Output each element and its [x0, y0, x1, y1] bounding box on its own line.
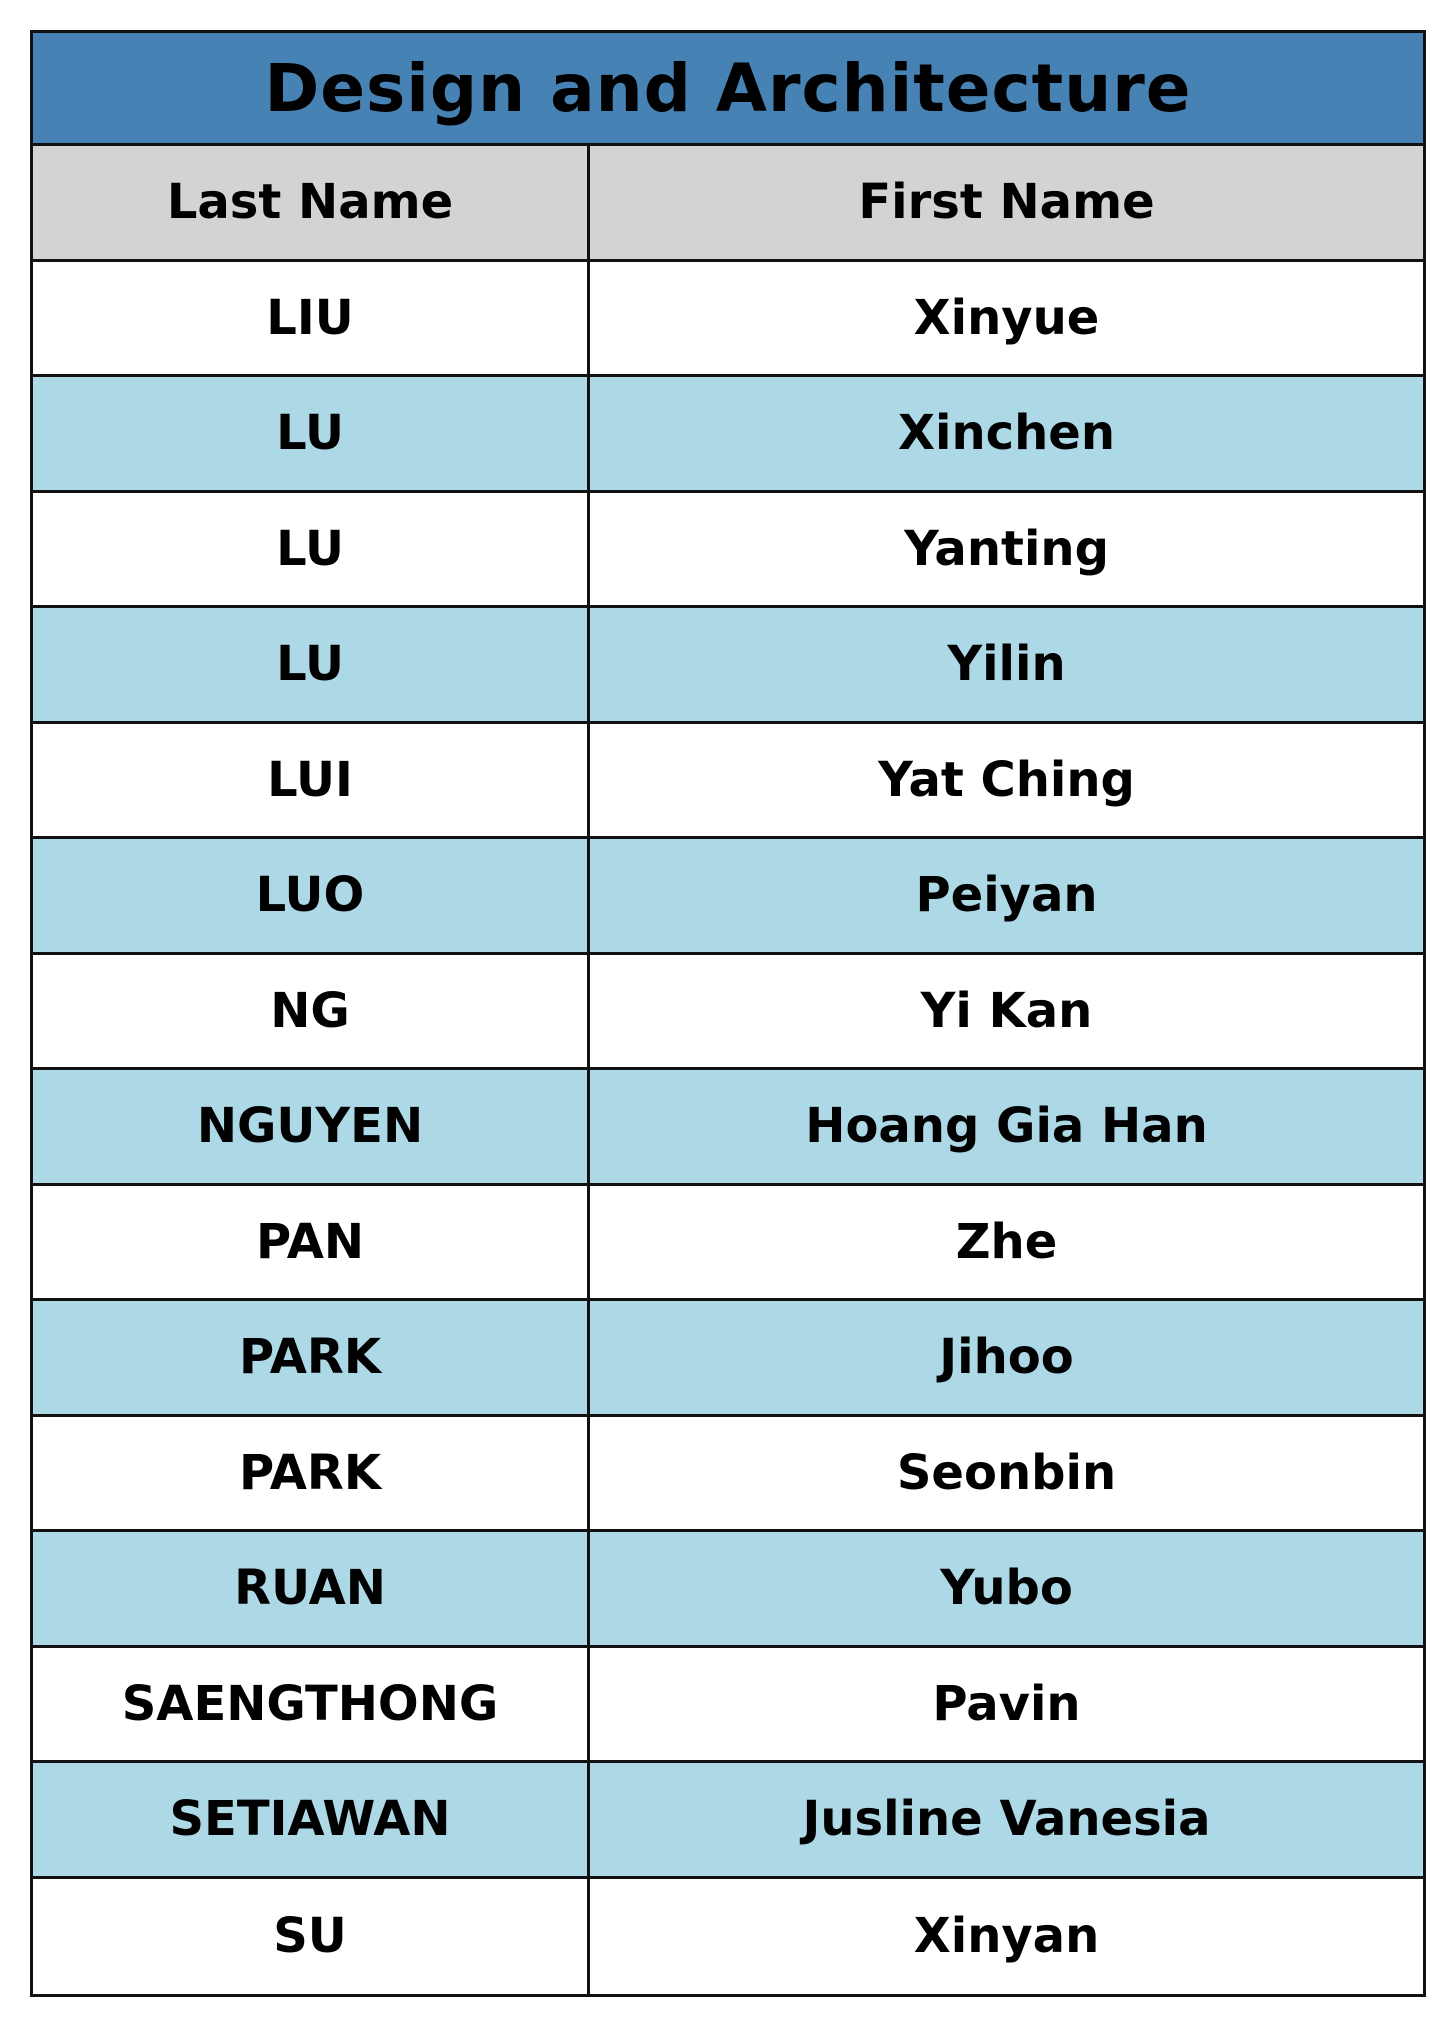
first-name-cell: Jusline Vanesia: [802, 1791, 1211, 1848]
first-name-cell: Yanting: [904, 520, 1109, 577]
first-name-cell: Pavin: [932, 1675, 1081, 1732]
table-row: PAN Zhe: [33, 1185, 1423, 1301]
table-row: NGUYEN Hoang Gia Han: [33, 1070, 1423, 1186]
header-last-name: Last Name: [33, 146, 590, 259]
table-row: RUAN Yubo: [33, 1532, 1423, 1648]
last-name-cell: PARK: [33, 1416, 590, 1529]
last-name-cell: SETIAWAN: [33, 1763, 590, 1876]
last-name-cell: NG: [33, 954, 590, 1067]
table-row: LUI Yat Ching: [33, 723, 1423, 839]
table-row: SETIAWAN Jusline Vanesia: [33, 1763, 1423, 1879]
first-name-cell: Yat Ching: [878, 751, 1135, 808]
last-name-cell: NGUYEN: [33, 1070, 590, 1183]
table-row: LU Xinchen: [33, 377, 1423, 493]
first-name-cell: Jihoo: [939, 1329, 1074, 1386]
table-row: LUO Peiyan: [33, 839, 1423, 955]
last-name-cell: LU: [33, 377, 590, 490]
first-name-cell: Peiyan: [915, 867, 1098, 924]
table-row: LU Yanting: [33, 492, 1423, 608]
table-body: LIU Xinyue LU Xinchen LU Yanting LU Yilin LUI Yat…: [33, 261, 1423, 1994]
first-name-cell: Yi Kan: [920, 982, 1093, 1039]
first-name-cell: Xinyue: [913, 289, 1100, 346]
last-name-cell: PAN: [33, 1185, 590, 1298]
last-name-cell: SAENGTHONG: [33, 1647, 590, 1760]
first-name-cell: Xinchen: [898, 405, 1115, 462]
table-row: SU Xinyan: [33, 1878, 1423, 1994]
first-name-cell: Seonbin: [896, 1444, 1117, 1501]
table-row: NG Yi Kan: [33, 954, 1423, 1070]
table-row: PARK Seonbin: [33, 1416, 1423, 1532]
first-name-cell: Xinyan: [913, 1908, 1100, 1965]
last-name-cell: SU: [33, 1878, 590, 1994]
last-name-cell: RUAN: [33, 1532, 590, 1645]
first-name-cell: Yilin: [947, 636, 1066, 693]
table-row: LU Yilin: [33, 608, 1423, 724]
last-name-cell: LU: [33, 492, 590, 605]
table-title: Design and Architecture: [33, 33, 1423, 146]
last-name-cell: LUO: [33, 839, 590, 952]
table-row: SAENGTHONG Pavin: [33, 1647, 1423, 1763]
last-name-cell: PARK: [33, 1301, 590, 1414]
table-row: LIU Xinyue: [33, 261, 1423, 377]
first-name-cell: Zhe: [955, 1213, 1058, 1270]
table-row: PARK Jihoo: [33, 1301, 1423, 1417]
last-name-cell: LUI: [33, 723, 590, 836]
first-name-cell: Hoang Gia Han: [805, 1098, 1208, 1155]
header-first-name: First Name: [858, 174, 1155, 231]
roster-table: Design and Architecture Last Name First …: [30, 30, 1426, 1997]
first-name-cell: Yubo: [940, 1560, 1073, 1617]
last-name-cell: LU: [33, 608, 590, 721]
table-header-row: Last Name First Name: [33, 146, 1423, 262]
last-name-cell: LIU: [33, 261, 590, 374]
